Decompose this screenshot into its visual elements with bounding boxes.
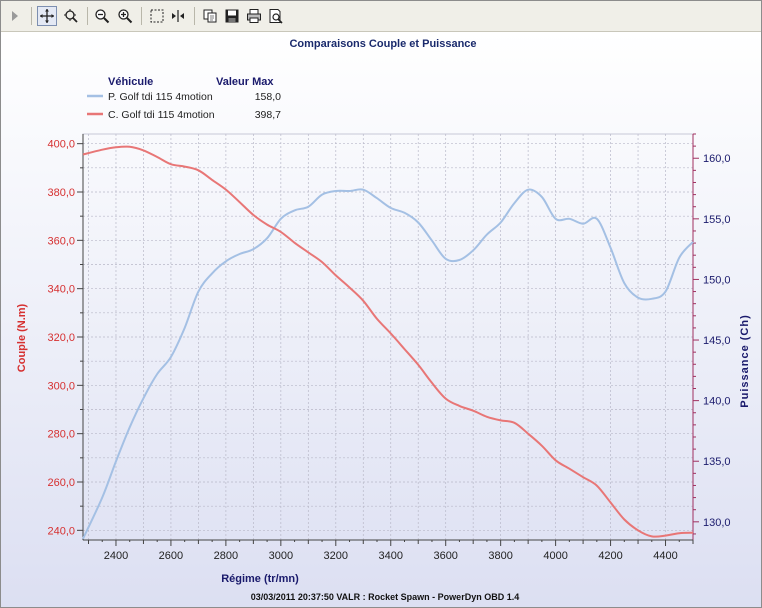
chart-area: Comparaisons Couple et Puissance Véhicul… <box>1 32 761 607</box>
y-axis-right-label: Puissance (Ch) <box>739 314 751 407</box>
legend-header-name: Véhicule <box>108 76 153 88</box>
x-tick-label: 4200 <box>598 550 622 562</box>
legend-header-value: Valeur Max <box>216 76 274 88</box>
footer-caption: 03/03/2011 20:37:50 VALR : Rocket Spawn … <box>251 592 519 602</box>
y-right-tick-label: 135,0 <box>703 456 731 468</box>
zoom-area-icon[interactable] <box>61 6 81 26</box>
zoom-in-icon[interactable] <box>115 6 135 26</box>
y-left-tick-label: 320,0 <box>47 332 75 344</box>
copy-icon[interactable] <box>200 6 220 26</box>
y-right-tick-label: 140,0 <box>703 396 731 408</box>
chart-title: Comparaisons Couple et Puissance <box>289 38 476 50</box>
y-left-tick-label: 260,0 <box>47 477 75 489</box>
x-tick-label: 3800 <box>488 550 512 562</box>
select-icon[interactable] <box>147 6 167 26</box>
y-left-tick-label: 380,0 <box>47 187 75 199</box>
toolbar <box>1 1 761 32</box>
y-right-tick-label: 145,0 <box>703 335 731 347</box>
legend: Véhicule Valeur Max P. Golf tdi 115 4mot… <box>87 76 281 121</box>
y-left-tick-label: 280,0 <box>47 429 75 441</box>
x-tick-label: 3400 <box>379 550 403 562</box>
chart-background <box>1 32 761 607</box>
y-axis-left-label: Couple (N.m) <box>16 303 28 372</box>
power-series-line <box>82 188 694 540</box>
x-tick-label: 2400 <box>104 550 128 562</box>
y-right-tick-label: 155,0 <box>703 214 731 226</box>
x-tick-label: 2600 <box>159 550 183 562</box>
zoom-out-icon[interactable] <box>92 6 112 26</box>
y-left-tick-label: 240,0 <box>47 525 75 537</box>
toolbar-separator <box>87 7 88 25</box>
y-left-tick-label: 360,0 <box>47 235 75 247</box>
torque-series-line <box>82 145 694 538</box>
y-right-tick-label: 160,0 <box>703 153 731 165</box>
print-preview-icon[interactable] <box>266 6 286 26</box>
move-icon[interactable] <box>37 6 57 26</box>
toolbar-separator <box>141 7 142 25</box>
toolbar-separator <box>31 7 32 25</box>
save-icon[interactable] <box>222 6 242 26</box>
x-tick-label: 4400 <box>653 550 677 562</box>
chart-svg: Comparaisons Couple et Puissance Véhicul… <box>1 32 761 607</box>
y-left-tick-label: 340,0 <box>47 284 75 296</box>
x-tick-label: 3200 <box>324 550 348 562</box>
tick-labels: 240,0 260,0 280,0 300,0 320,0 340,0 360,0 380,0… <box>47 139 730 562</box>
legend-value-power: 158,0 <box>255 91 281 103</box>
legend-value-torque: 398,7 <box>255 109 281 121</box>
play-icon[interactable] <box>5 6 25 26</box>
legend-label-torque: C. Golf tdi 115 4motion <box>108 109 215 121</box>
x-tick-label: 4000 <box>543 550 567 562</box>
print-icon[interactable] <box>244 6 264 26</box>
x-tick-label: 2800 <box>214 550 238 562</box>
y-right-tick-label: 130,0 <box>703 517 731 529</box>
x-axis-label: Régime (tr/mn) <box>221 573 299 585</box>
y-left-tick-label: 400,0 <box>47 139 75 151</box>
axes <box>77 133 699 546</box>
x-tick-label: 3000 <box>269 550 293 562</box>
y-right-tick-label: 150,0 <box>703 274 731 286</box>
legend-label-power: P. Golf tdi 115 4motion <box>108 91 213 103</box>
cursor-icon[interactable] <box>168 6 188 26</box>
x-tick-label: 3600 <box>433 550 457 562</box>
toolbar-separator <box>194 7 195 25</box>
series-lines <box>82 145 694 540</box>
y-left-tick-label: 300,0 <box>47 380 75 392</box>
